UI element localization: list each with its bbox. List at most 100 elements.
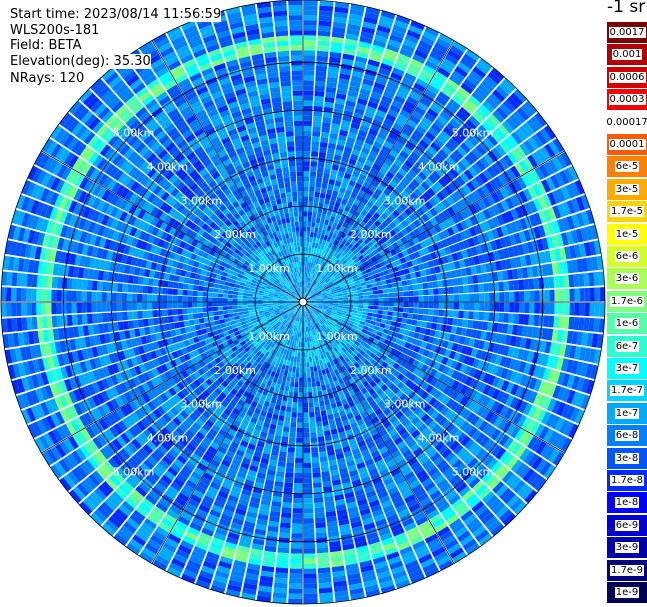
heatmap-cell xyxy=(350,153,359,161)
heatmap-cell xyxy=(307,256,310,263)
heatmap-cell xyxy=(351,70,364,79)
heatmap-cell xyxy=(550,174,561,189)
heatmap-cell xyxy=(304,271,307,277)
heatmap-cell xyxy=(306,231,311,237)
heatmap-cell xyxy=(329,133,339,140)
heatmap-cell xyxy=(416,277,423,284)
heatmap-cell xyxy=(379,275,386,281)
heatmap-cell xyxy=(303,60,315,66)
heatmap-cell xyxy=(450,270,458,278)
heatmap-cell xyxy=(358,41,372,49)
heatmap-cell xyxy=(356,313,363,318)
heatmap-cell xyxy=(358,213,365,221)
heatmap-cell xyxy=(519,337,527,349)
heatmap-cell xyxy=(372,309,379,314)
heatmap-cell xyxy=(353,296,359,300)
heatmap-cell xyxy=(376,314,383,319)
heatmap-cell xyxy=(397,312,404,318)
heatmap-cell xyxy=(398,291,404,297)
heatmap-cell xyxy=(319,272,324,278)
heatmap-cell xyxy=(445,195,455,206)
heatmap-cell xyxy=(551,329,559,342)
heatmap-cell xyxy=(307,282,311,288)
heatmap-cell xyxy=(358,93,370,101)
heatmap-cell xyxy=(528,377,538,390)
heatmap-cell xyxy=(440,87,454,98)
heatmap-cell xyxy=(325,278,331,283)
heatmap-cell xyxy=(331,309,337,313)
heatmap-cell xyxy=(358,201,366,209)
heatmap-cell xyxy=(432,337,440,346)
heatmap-cell xyxy=(304,292,307,298)
heatmap-cell xyxy=(312,121,322,127)
heatmap-cell xyxy=(463,195,473,206)
heatmap-cell xyxy=(479,156,490,169)
heatmap-cell xyxy=(296,422,303,428)
heatmap-cell xyxy=(323,111,333,118)
heatmap-cell xyxy=(317,40,330,47)
heatmap-cell xyxy=(478,302,485,311)
heatmap-cell xyxy=(441,340,449,349)
heatmap-cell xyxy=(517,244,525,256)
heatmap-cell xyxy=(386,315,393,321)
heatmap-cell xyxy=(527,137,539,151)
heatmap-cell xyxy=(537,224,546,238)
heatmap-cell xyxy=(347,243,354,250)
heatmap-cell xyxy=(324,162,332,169)
heatmap-cell xyxy=(311,257,315,264)
heatmap-cell xyxy=(434,181,444,191)
heatmap-cell xyxy=(518,279,525,290)
heatmap-cell xyxy=(352,248,359,255)
heatmap-cell xyxy=(463,302,470,311)
heatmap-cell xyxy=(485,331,492,342)
heatmap-cell xyxy=(529,338,537,351)
heatmap-cell xyxy=(453,242,461,252)
heatmap-cell xyxy=(322,268,327,274)
heatmap-cell xyxy=(363,305,369,309)
heatmap-cell xyxy=(316,293,322,297)
heatmap-cell xyxy=(437,201,447,212)
heatmap-cell xyxy=(449,193,459,203)
heatmap-cell xyxy=(580,378,590,393)
heatmap-cell xyxy=(512,347,520,359)
heatmap-cell xyxy=(393,158,404,168)
heatmap-cell xyxy=(333,154,342,161)
heatmap-cell xyxy=(333,271,339,277)
heatmap-cell xyxy=(483,302,490,312)
heatmap-cell xyxy=(376,208,384,216)
heatmap-cell xyxy=(284,365,290,371)
heatmap-cell xyxy=(348,179,356,187)
heatmap-cell xyxy=(333,303,339,306)
heatmap-cell xyxy=(340,232,347,239)
heatmap-cell xyxy=(471,163,482,175)
heatmap-cell xyxy=(312,305,318,309)
heatmap-cell xyxy=(505,197,515,210)
heatmap-cell xyxy=(419,240,427,249)
heatmap-cell xyxy=(325,193,332,200)
heatmap-cell xyxy=(478,283,484,293)
heatmap-cell xyxy=(407,285,414,291)
heatmap-cell xyxy=(303,246,306,252)
heatmap-cell xyxy=(294,377,299,383)
heatmap-cell xyxy=(552,385,562,399)
heatmap-cell xyxy=(408,290,414,297)
heatmap-cell xyxy=(346,28,360,36)
heatmap-cell xyxy=(281,379,287,386)
heatmap-cell xyxy=(406,67,419,78)
heatmap-cell xyxy=(381,235,389,243)
heatmap-cell xyxy=(392,311,399,317)
heatmap-cell xyxy=(544,341,552,354)
heatmap-cell xyxy=(283,370,289,376)
heatmap-cell xyxy=(355,161,364,169)
heatmap-cell xyxy=(524,202,533,215)
heatmap-cell xyxy=(303,15,318,21)
heatmap-cell xyxy=(410,58,424,69)
heatmap-cell xyxy=(470,329,477,339)
heatmap-cell xyxy=(470,348,478,358)
heatmap-cell xyxy=(321,291,327,295)
heatmap-cell xyxy=(288,598,303,604)
heatmap-cell xyxy=(311,285,316,291)
heatmap-cell xyxy=(364,137,375,146)
heatmap-cell xyxy=(361,314,367,319)
heatmap-cell xyxy=(468,226,477,237)
